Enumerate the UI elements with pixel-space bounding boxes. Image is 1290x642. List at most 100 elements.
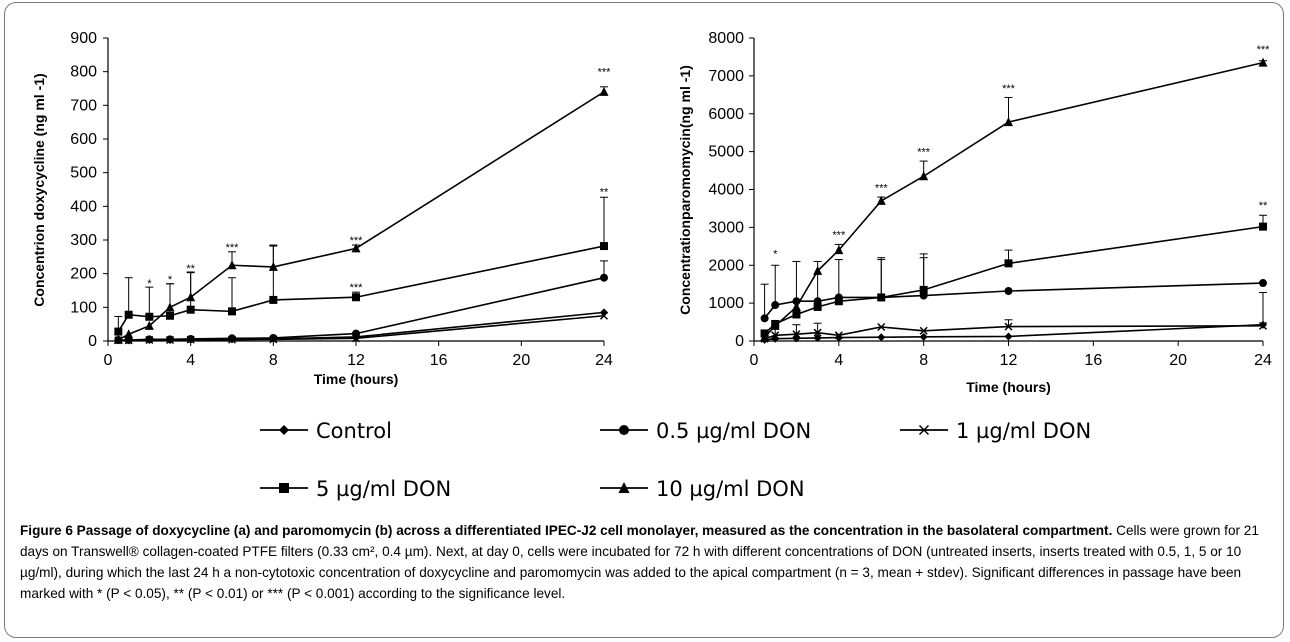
chart2-point-10-g-ml-don — [919, 171, 929, 181]
chart1-point-1-g-ml-don — [599, 311, 609, 320]
legend-marker-diamond — [279, 425, 289, 435]
chart1-significance-label: *** — [226, 242, 240, 254]
chart2-series-0-5-g-ml-don — [760, 257, 1267, 323]
chart2-point-control — [1004, 332, 1013, 341]
chart1-y-axis-title: Concentrion doxycycline (ng ml -1) — [31, 73, 47, 306]
chart2-y-tick-label: 8000 — [708, 30, 744, 47]
legend-label: 1 µg/ml DON — [956, 419, 1091, 443]
chart1-x-tick-label: 4 — [186, 352, 195, 369]
chart1-y-tick-label: 0 — [88, 333, 97, 350]
chart1-point-1-g-ml-don — [227, 335, 237, 344]
legend-label: 0.5 µg/ml DON — [656, 419, 811, 443]
chart2-y-tick-label: 0 — [735, 333, 744, 350]
chart2-x-tick-label: 16 — [1084, 352, 1102, 369]
chart2-y-tick-label: 6000 — [708, 106, 744, 123]
chart2-significance-label: *** — [1257, 44, 1271, 56]
chart1-point-1-g-ml-don — [351, 334, 361, 343]
legend-item-1-g-ml-don: 1 µg/ml DON — [900, 419, 1091, 443]
caption-body: Cells were grown for 21 days on Transwel… — [20, 523, 1259, 601]
chart1-point-1-g-ml-don — [186, 335, 195, 344]
chart1-point-10-g-ml-don — [227, 260, 237, 270]
chart1-y-tick-label: 500 — [70, 165, 97, 182]
chart1-y-tick-label: 800 — [70, 64, 97, 81]
chart2-significance-label: ** — [1259, 200, 1268, 212]
chart2-point-0-5-g-ml-don — [771, 301, 780, 310]
chart2-point-0-5-g-ml-don — [1259, 279, 1267, 288]
chart1-significance-label: *** — [598, 67, 612, 79]
chart1-y-tick-label: 100 — [70, 299, 97, 316]
chart1-point-10-g-ml-don — [268, 261, 278, 271]
chart1-series-10-g-ml-don — [113, 86, 609, 344]
chart2-point-10-g-ml-don — [791, 301, 801, 311]
chart1-plot: 0 100 200 300 400 500 600 700 800 900 0 4 8 12 16 20 24 T… — [31, 30, 613, 387]
chart2-plot: 0 1000 2000 3000 4000 5000 6000 7000 8000 0 4 8 12 16… — [677, 30, 1272, 395]
chart1-x-tick-label: 8 — [269, 352, 278, 369]
chart2-point-control — [919, 332, 928, 341]
chart2-significance-label: *** — [917, 146, 931, 158]
chart2-point-1-g-ml-don — [1004, 322, 1013, 331]
chart2-y-tick-label: 3000 — [708, 219, 744, 236]
chart2-point-5-g-ml-don — [877, 293, 886, 302]
chart2-significance-label: *** — [1002, 83, 1016, 95]
chart1-y-tick-label: 300 — [70, 232, 97, 249]
chart2-point-0-5-g-ml-don — [1004, 287, 1013, 296]
legend-marker-circle — [619, 425, 629, 435]
chart1-x-tick-label: 0 — [104, 352, 113, 369]
chart1-point-10-g-ml-don — [599, 86, 609, 96]
chart2-point-1-g-ml-don — [834, 331, 843, 340]
chart2-point-10-g-ml-don — [813, 265, 823, 275]
chart1-significance-label: *** — [350, 282, 364, 294]
legend-marker-square — [279, 483, 289, 493]
chart1-y-tick-label: 400 — [70, 198, 97, 215]
chart2-significance-label: *** — [875, 182, 889, 194]
chart1-point-5-g-ml-don — [114, 327, 123, 336]
chart2-point-10-g-ml-don — [834, 245, 844, 255]
chart1-significance-label: * — [168, 274, 173, 286]
chart1-point-10-g-ml-don — [144, 320, 154, 330]
chart1-series-5-g-ml-don — [114, 196, 608, 336]
chart2-point-10-g-ml-don — [760, 332, 770, 342]
chart1-point-1-g-ml-don — [269, 335, 278, 344]
legend-item-0-5-g-ml-don: 0.5 µg/ml DON — [600, 419, 811, 443]
chart1-point-10-g-ml-don — [165, 302, 175, 312]
chart1-point-5-g-ml-don — [186, 305, 195, 314]
chart2-y-tick-label: 2000 — [708, 257, 744, 274]
chart1-point-5-g-ml-don — [166, 311, 174, 320]
chart2-point-1-g-ml-don — [1258, 321, 1268, 330]
chart1-significance-label: *** — [350, 235, 364, 247]
caption-title: Figure 6 Passage of doxycycline (a) and … — [20, 523, 1113, 538]
chart1-significance-label: ** — [600, 187, 609, 199]
chart1-y-tick-label: 700 — [70, 97, 97, 114]
chart1-x-tick-label: 12 — [347, 352, 365, 369]
chart2-point-10-g-ml-don — [876, 195, 886, 205]
chart1-series-1-g-ml-don — [114, 311, 609, 345]
figure-frame — [4, 2, 1284, 638]
chart2-x-tick-label: 0 — [750, 352, 759, 369]
chart2-point-10-g-ml-don — [770, 320, 780, 330]
chart2-point-5-g-ml-don — [1259, 222, 1267, 231]
chart1-point-0-5-g-ml-don — [600, 273, 608, 282]
chart2-significance-label: *** — [832, 230, 846, 242]
chart1-significance-label: ** — [186, 263, 195, 275]
chart1-x-tick-label: 20 — [512, 352, 530, 369]
chart2-point-1-g-ml-don — [792, 330, 801, 339]
chart2-point-1-g-ml-don — [771, 331, 780, 340]
figure-caption: Figure 6 Passage of doxycycline (a) and … — [20, 520, 1275, 604]
chart2-point-10-g-ml-don — [1004, 117, 1013, 127]
chart1-x-tick-label: 24 — [595, 352, 613, 369]
chart2-point-control — [877, 333, 886, 342]
chart1-point-5-g-ml-don — [228, 307, 236, 316]
chart1-point-10-g-ml-don — [186, 292, 196, 302]
chart2-point-1-g-ml-don — [919, 326, 928, 335]
chart2-x-tick-label: 20 — [1169, 352, 1187, 369]
chart1-point-5-g-ml-don — [124, 310, 133, 319]
chart1-significance-label: * — [147, 278, 152, 290]
legend-label: 10 µg/ml DON — [656, 477, 805, 501]
chart2-point-5-g-ml-don — [1004, 259, 1013, 268]
chart1-y-tick-label: 200 — [70, 266, 97, 283]
chart2-significance-label: * — [773, 249, 778, 261]
chart1-point-5-g-ml-don — [145, 312, 154, 321]
chart1-point-1-g-ml-don — [145, 335, 154, 345]
legend-marker-triangle — [618, 482, 630, 493]
